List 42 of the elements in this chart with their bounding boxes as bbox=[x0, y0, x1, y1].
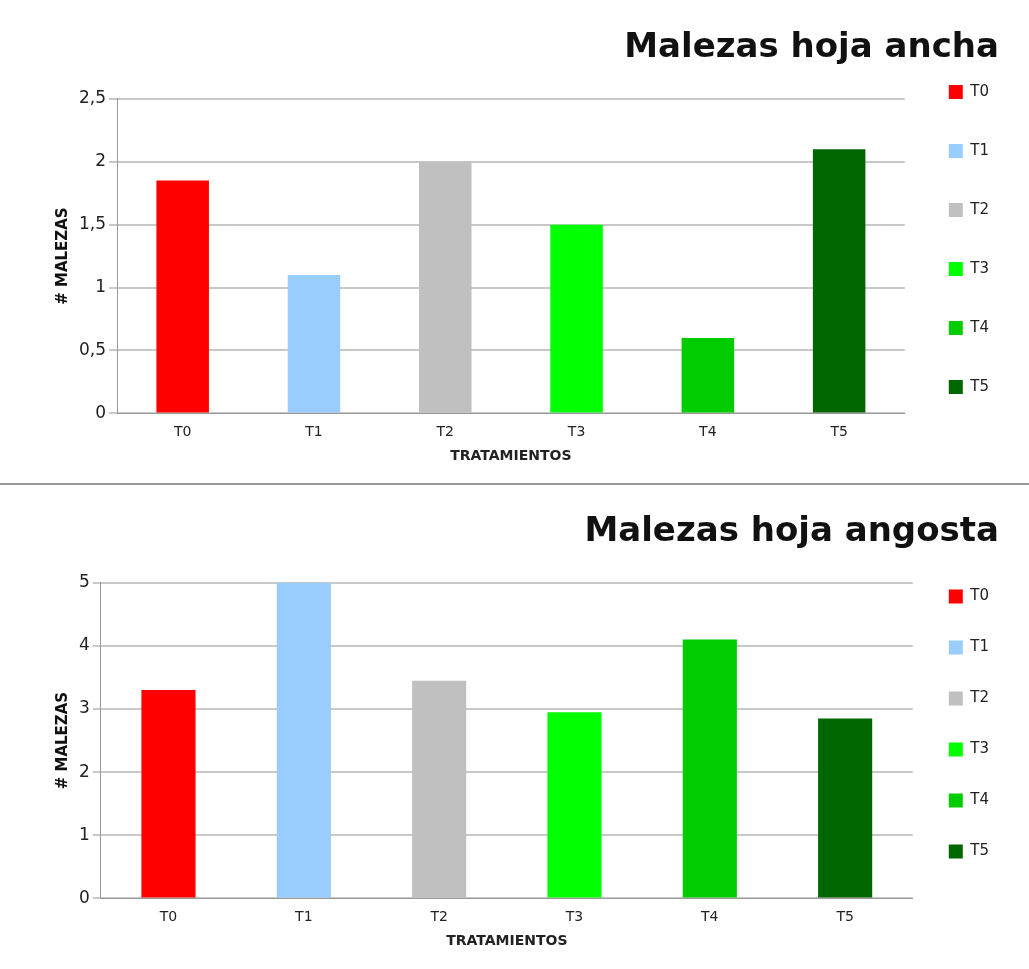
y-tick-label: 0 bbox=[95, 401, 107, 422]
x-tick-label: T0 bbox=[158, 908, 178, 925]
y-tick-label: 5 bbox=[78, 571, 90, 592]
x-tick-label: T3 bbox=[564, 908, 584, 925]
y-tick-label: 0 bbox=[78, 886, 90, 907]
x-tick-label: T0 bbox=[172, 423, 192, 440]
x-tick-label: T4 bbox=[698, 423, 717, 440]
y-tick-label: 4 bbox=[78, 634, 90, 655]
y-tick-label: 1,5 bbox=[78, 213, 107, 234]
x-tick-label: T2 bbox=[429, 908, 448, 925]
legend-label: T3 bbox=[969, 258, 990, 277]
x-tick-label: T3 bbox=[566, 423, 586, 440]
x-tick-label: T5 bbox=[835, 908, 854, 925]
x-axis-title: TRATAMIENTOS bbox=[446, 932, 568, 949]
legend-label: T3 bbox=[969, 739, 990, 758]
legend-label: T1 bbox=[969, 637, 990, 656]
y-tick-label: 2,5 bbox=[78, 87, 107, 108]
y-tick-label: 3 bbox=[78, 697, 90, 718]
y-tick-label: 2 bbox=[95, 150, 107, 171]
legend-label: T4 bbox=[969, 790, 990, 809]
legend-label: T5 bbox=[969, 376, 990, 395]
y-tick-label: 1 bbox=[95, 275, 107, 296]
x-tick-label: T5 bbox=[829, 423, 848, 440]
y-axis-title: # MALEZAS bbox=[52, 207, 71, 305]
legend-label: T4 bbox=[969, 317, 990, 336]
x-axis-title: TRATAMIENTOS bbox=[450, 447, 572, 464]
legend-label: T0 bbox=[969, 586, 990, 605]
legend-label: T5 bbox=[969, 841, 990, 860]
chart-title: Malezas hoja angosta bbox=[584, 509, 999, 550]
legend-label: T0 bbox=[969, 81, 990, 100]
legend-label: T2 bbox=[969, 688, 990, 707]
x-tick-label: T4 bbox=[700, 908, 719, 925]
legend-label: T1 bbox=[969, 140, 990, 159]
y-tick-label: 2 bbox=[78, 760, 90, 781]
x-tick-label: T1 bbox=[294, 908, 313, 925]
y-tick-label: 0,5 bbox=[78, 338, 107, 359]
y-axis-title: # MALEZAS bbox=[52, 691, 71, 790]
chart-title: Malezas hoja ancha bbox=[624, 25, 999, 66]
legend-label: T2 bbox=[969, 199, 990, 218]
y-tick-label: 1 bbox=[78, 823, 90, 844]
x-tick-label: T1 bbox=[304, 423, 323, 440]
x-tick-label: T2 bbox=[435, 423, 454, 440]
